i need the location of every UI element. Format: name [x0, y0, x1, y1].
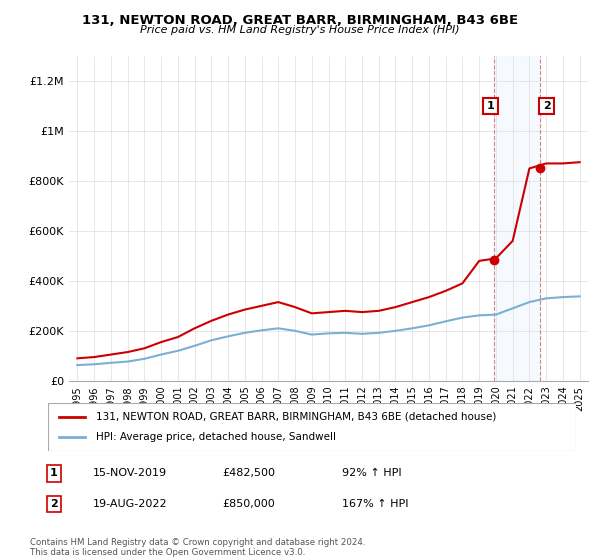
Text: 2: 2 [543, 101, 551, 111]
Text: 167% ↑ HPI: 167% ↑ HPI [342, 499, 409, 509]
Text: 1: 1 [487, 101, 494, 111]
Text: Price paid vs. HM Land Registry's House Price Index (HPI): Price paid vs. HM Land Registry's House … [140, 25, 460, 35]
Text: 15-NOV-2019: 15-NOV-2019 [93, 468, 167, 478]
FancyBboxPatch shape [48, 403, 576, 451]
Text: £850,000: £850,000 [222, 499, 275, 509]
Text: £482,500: £482,500 [222, 468, 275, 478]
Bar [494, 56, 540, 381]
Text: HPI: Average price, detached house, Sandwell: HPI: Average price, detached house, Sand… [95, 432, 335, 442]
Text: 2: 2 [50, 499, 58, 509]
Text: 1: 1 [50, 468, 58, 478]
Text: Contains HM Land Registry data © Crown copyright and database right 2024.
This d: Contains HM Land Registry data © Crown c… [30, 538, 365, 557]
Text: 92% ↑ HPI: 92% ↑ HPI [342, 468, 401, 478]
Text: 131, NEWTON ROAD, GREAT BARR, BIRMINGHAM, B43 6BE (detached house): 131, NEWTON ROAD, GREAT BARR, BIRMINGHAM… [95, 412, 496, 422]
Text: 131, NEWTON ROAD, GREAT BARR, BIRMINGHAM, B43 6BE: 131, NEWTON ROAD, GREAT BARR, BIRMINGHAM… [82, 14, 518, 27]
Text: 19-AUG-2022: 19-AUG-2022 [93, 499, 167, 509]
